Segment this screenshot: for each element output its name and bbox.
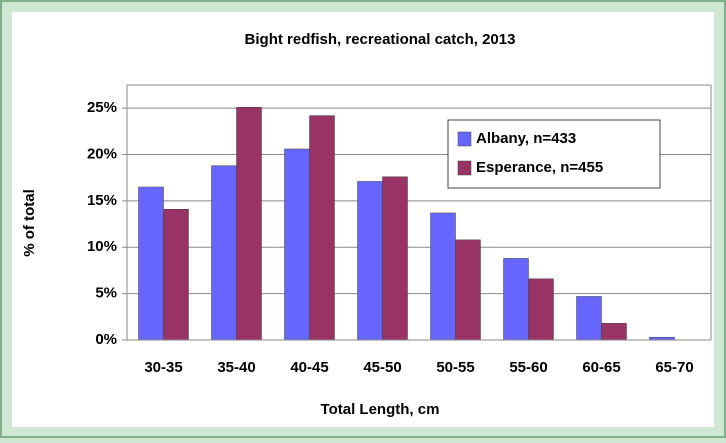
y-tick-label: 0% — [95, 331, 117, 348]
x-tick-label: 60-65 — [582, 359, 620, 376]
x-tick-label: 35-40 — [217, 359, 255, 376]
bar — [455, 239, 481, 341]
y-tick-label: 15% — [87, 192, 117, 209]
bar — [236, 107, 262, 341]
bar — [357, 181, 383, 341]
bar — [528, 278, 554, 341]
x-tick-label: 45-50 — [363, 359, 401, 376]
x-tick-label: 50-55 — [436, 359, 474, 376]
x-tick-label: 40-45 — [290, 359, 328, 376]
bar — [138, 186, 164, 341]
legend-label: Albany, n=433 — [476, 130, 576, 147]
y-tick-label: 5% — [95, 285, 117, 302]
y-tick-label: 25% — [87, 99, 117, 116]
legend-label: Esperance, n=455 — [476, 159, 603, 176]
y-tick-label: 20% — [87, 146, 117, 163]
legend — [447, 119, 661, 189]
bar — [430, 212, 456, 341]
x-tick-label: 55-60 — [509, 359, 547, 376]
bar — [163, 209, 189, 341]
x-tick-label: 30-35 — [144, 359, 182, 376]
x-axis-label: Total Length, cm — [321, 401, 440, 418]
x-tick-label: 65-70 — [655, 359, 693, 376]
legend-swatch — [457, 160, 472, 176]
bar — [601, 323, 627, 341]
bar — [309, 115, 335, 341]
bar — [211, 165, 237, 341]
bar — [576, 296, 602, 341]
chart-title: Bight redfish, recreational catch, 2013 — [245, 31, 516, 48]
y-axis-label: % of total — [21, 189, 38, 257]
bar — [382, 176, 408, 341]
bar — [503, 258, 529, 341]
bar — [284, 148, 310, 341]
y-tick-label: 10% — [87, 238, 117, 255]
legend-swatch — [457, 131, 472, 147]
